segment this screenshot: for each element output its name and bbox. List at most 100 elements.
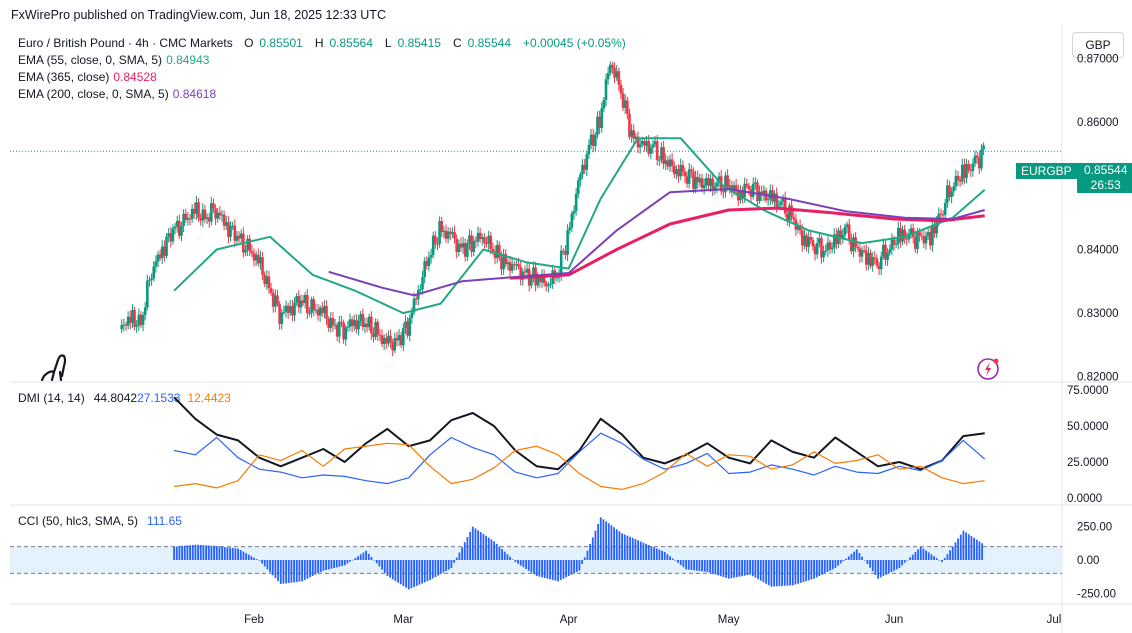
candle-body [141,314,145,326]
cci-bar [578,560,581,571]
candle-body [954,175,958,187]
change-value: +0.00045 (+0.05%) [523,36,626,50]
candle-body [809,237,813,240]
candle-body [346,326,350,328]
cci-bar [690,560,693,570]
cci-bar [738,560,741,577]
candle-body [342,322,345,340]
symbol-title[interactable]: Euro / British Pound · 4h · CMC Markets [18,36,233,50]
candle-body [564,250,567,255]
candle-body [634,136,638,139]
candle-body [843,227,847,236]
candle-body [301,300,305,304]
candle-body [967,163,970,171]
cci-bar [237,548,239,560]
candle-body [468,235,471,244]
candle-body [271,292,275,307]
candle-body [715,182,719,187]
candle-body [500,258,503,270]
open-value: 0.85501 [259,36,303,50]
candle-body [195,202,198,214]
currency-button[interactable]: GBP [1072,32,1124,58]
candle-body [463,243,467,257]
candle-body [598,116,601,128]
candle-body [374,321,377,338]
candle-body [707,178,710,186]
ema55-legend[interactable]: EMA (55, close, 0, SMA, 5) 0.84943 [18,53,209,67]
candle-body [741,190,744,198]
cci-bar [357,556,359,560]
candle-body [139,314,143,326]
candle-body [355,320,358,330]
cci-bar [733,560,735,578]
candle-body [943,202,947,215]
cci-bar [618,531,621,560]
cci-bar [895,560,898,570]
candle-body [896,227,900,244]
candle-body [862,250,866,252]
candle-body [658,159,661,161]
cci-bar [367,553,370,560]
cci-bar [927,552,930,560]
candle-body [734,185,738,190]
lightning-icon[interactable] [977,358,999,380]
cci-bar [778,560,781,587]
cci-bar [786,560,789,586]
cci-bar [837,560,839,566]
candle-body [327,318,330,328]
dmi-minus-value: 12.4423 [187,391,231,405]
price-axis-tick-label: 0.87000 [1077,54,1119,66]
cci-bar [205,545,207,560]
candle-body [549,283,552,285]
ema365-legend[interactable]: EMA (365, close) 0.84528 [18,70,157,84]
candle-body [572,211,576,214]
candle-body [297,296,301,308]
cci-bar [351,559,354,561]
cci-bar [269,560,271,573]
cci-bar [317,560,319,574]
candle-body [453,232,456,239]
cci-bar [242,551,245,560]
candle-body [547,284,550,287]
cci-axis-tick-label: 0.00 [1077,555,1099,567]
cci-bar [735,560,738,578]
cci-bar [610,525,613,560]
candle-body [421,277,424,290]
candle-body [476,232,480,242]
candle-body [978,157,981,169]
candle-body [517,264,520,267]
candle-body [559,250,563,275]
candle-body [318,307,322,316]
candle-body [939,213,943,215]
candle-body [263,274,266,284]
candle-body [555,277,559,279]
cci-bar [479,532,482,560]
cci-legend[interactable]: CCI (50, hlc3, SMA, 5) 111.65 [18,514,182,528]
dmi-legend[interactable]: DMI (14, 14) 44.804227.1533 12.4423 [18,391,231,405]
candle-body [672,165,676,175]
candle-body [692,171,695,189]
candle-body [630,130,633,137]
cci-bar [463,542,466,560]
cci-bar [834,560,837,568]
cci-bar [186,545,189,560]
candle-body [440,221,444,232]
candle-body [291,306,294,316]
cci-bar [943,558,946,560]
ema200-legend[interactable]: EMA (200, close, 0, SMA, 5) 0.84618 [18,87,216,101]
candle-body [485,243,488,245]
cci-bar [978,541,981,560]
cci-bar [666,554,669,560]
candle-body [920,235,924,237]
cci-bar [575,560,578,572]
candle-body [747,185,751,190]
cci-bar [493,541,495,560]
candle-body [207,217,211,222]
candle-body [839,230,842,239]
ema200-line [328,188,985,297]
candle-body [227,222,230,237]
cci-bar [258,560,261,561]
cci-bar [757,560,759,580]
candle-body [798,225,802,231]
